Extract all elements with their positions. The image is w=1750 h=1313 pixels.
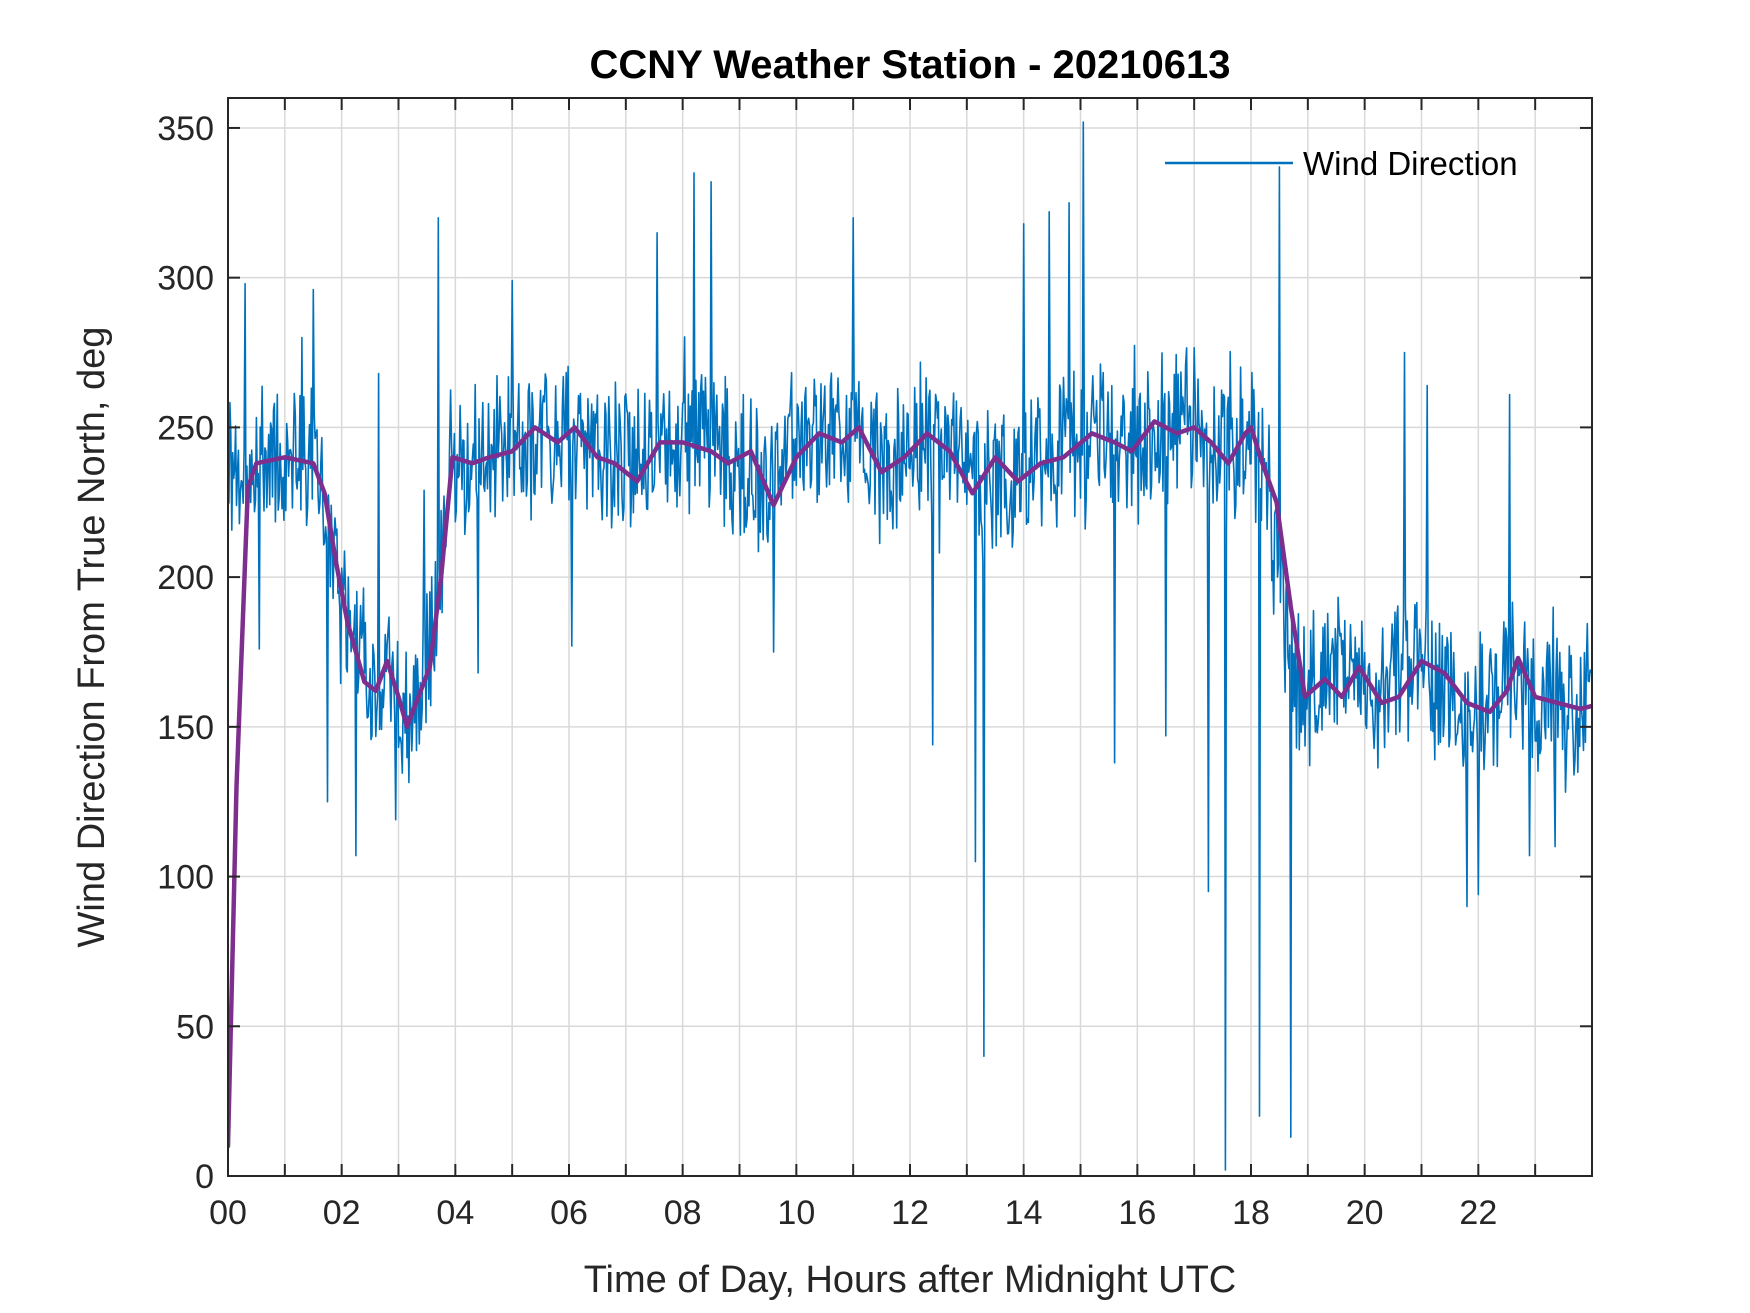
- data-series: [228, 121, 1592, 1171]
- grid-lines: [228, 98, 1592, 1176]
- x-tick-label-04: 04: [436, 1194, 474, 1232]
- x-tick-label-12: 12: [891, 1194, 929, 1232]
- axis-ticks: 00 02 04 06 08 10 12 14 16 18 20 22 0 50 100 150 200 250 3…: [157, 98, 1592, 1232]
- x-axis-title: Time of Day, Hours after Midnight UTC: [584, 1259, 1237, 1301]
- y-tick-label-100: 100: [157, 859, 214, 897]
- y-tick-label-50: 50: [176, 1008, 214, 1046]
- x-tick-label-20: 20: [1346, 1194, 1384, 1232]
- x-tick-label-16: 16: [1118, 1194, 1156, 1232]
- legend: Wind Direction: [1165, 145, 1518, 182]
- y-tick-label-300: 300: [157, 260, 214, 298]
- y-tick-label-0: 0: [195, 1158, 214, 1196]
- legend-label-wind-direction: Wind Direction: [1303, 145, 1518, 182]
- series-line-wind-direction: [228, 121, 1592, 1171]
- x-tick-label-00: 00: [209, 1194, 247, 1232]
- x-tick-label-18: 18: [1232, 1194, 1270, 1232]
- chart-title: CCNY Weather Station - 20210613: [590, 43, 1231, 87]
- series-line-smoothed-wind-direction: [228, 419, 1592, 1149]
- x-tick-label-22: 22: [1459, 1194, 1497, 1232]
- x-tick-label-06: 06: [550, 1194, 588, 1232]
- y-tick-label-150: 150: [157, 709, 214, 747]
- x-tick-label-10: 10: [777, 1194, 815, 1232]
- y-tick-label-350: 350: [157, 110, 214, 148]
- x-tick-label-02: 02: [323, 1194, 361, 1232]
- y-tick-label-250: 250: [157, 409, 214, 447]
- x-tick-label-08: 08: [664, 1194, 702, 1232]
- x-tick-label-14: 14: [1005, 1194, 1043, 1232]
- y-tick-label-200: 200: [157, 559, 214, 597]
- y-axis-title: Wind Direction From True North, deg: [71, 327, 113, 948]
